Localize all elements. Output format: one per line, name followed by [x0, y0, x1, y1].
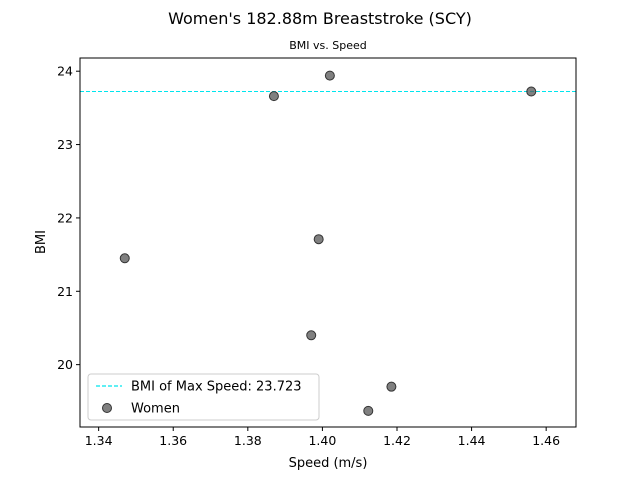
plot-area: 1.34 1.36 1.38 1.40 1.42 1.44 1.46 20 21 22 23 24 [57, 57, 577, 448]
y-tick-label: 20 [57, 357, 73, 372]
x-tick-label: 1.34 [85, 433, 113, 448]
data-point [526, 86, 537, 97]
legend-women-swatch [102, 403, 112, 413]
y-axis-label: BMI [34, 230, 49, 254]
legend: BMI of Max Speed: 23.723 Women [87, 373, 320, 421]
data-point [363, 405, 374, 416]
x-tick-label: 1.38 [234, 433, 262, 448]
axes-frame [79, 57, 577, 428]
legend-box [87, 373, 320, 421]
legend-entry-women: Women [131, 402, 180, 417]
y-tick-label: 23 [57, 137, 73, 152]
legend-entry-reference-line: BMI of Max Speed: 23.723 [131, 380, 302, 395]
data-point [268, 91, 279, 102]
chart-title: Women's 182.88m Breaststroke (SCY) [168, 9, 472, 28]
data-point [324, 70, 335, 81]
x-axis-label: Speed (m/s) [289, 456, 368, 471]
data-point [119, 253, 130, 264]
x-tick-label: 1.46 [532, 433, 560, 448]
x-tick-label: 1.40 [308, 433, 336, 448]
x-tick-label: 1.42 [383, 433, 411, 448]
chart-subtitle: BMI vs. Speed [289, 39, 367, 52]
y-tick-label: 22 [57, 210, 73, 225]
data-point [313, 234, 324, 245]
x-tick-label: 1.44 [458, 433, 486, 448]
data-point [386, 381, 397, 392]
data-point [306, 330, 317, 341]
x-tick-label: 1.36 [159, 433, 187, 448]
y-tick-label: 21 [57, 284, 73, 299]
y-tick-label: 24 [57, 64, 73, 79]
